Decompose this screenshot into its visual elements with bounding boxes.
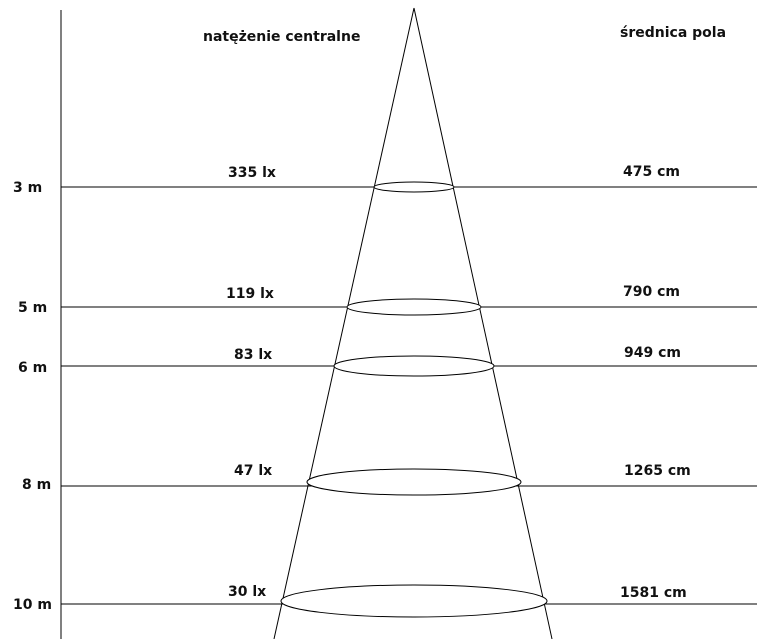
beam-ellipse-5m [346,298,482,316]
distance-label: 8 m [22,477,51,493]
distance-label: 10 m [13,597,52,613]
beam-ellipse-6m [333,355,495,377]
diameter-value: 1265 cm [624,463,691,479]
illuminance-value: 47 lx [234,463,272,479]
diameter-value: 790 cm [623,284,680,300]
header-illuminance: natężenie centralne [203,29,360,45]
illuminance-value: 83 lx [234,347,272,363]
illuminance-value: 335 lx [228,165,276,181]
diameter-value: 949 cm [624,345,681,361]
distance-label: 5 m [18,300,47,316]
illuminance-value: 30 lx [228,584,266,600]
cone-left-edge [273,7,415,639]
beam-ellipse-8m [306,468,522,496]
beam-ellipse-10m [280,584,548,618]
header-diameter: średnica pola [620,25,726,41]
diameter-value: 1581 cm [620,585,687,601]
cone-right-edge [413,7,553,639]
diameter-value: 475 cm [623,164,680,180]
distance-label: 6 m [18,360,47,376]
illuminance-value: 119 lx [226,286,274,302]
distance-label: 3 m [13,180,42,196]
beam-ellipse-3m [373,181,455,193]
